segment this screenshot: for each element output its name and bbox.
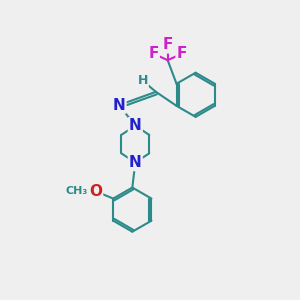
Text: H: H: [137, 74, 148, 87]
Text: N: N: [113, 98, 125, 112]
Text: F: F: [148, 46, 159, 61]
Text: N: N: [129, 155, 142, 170]
Text: F: F: [177, 46, 187, 61]
Text: O: O: [89, 184, 102, 199]
Text: CH₃: CH₃: [65, 186, 88, 196]
Text: N: N: [129, 118, 142, 133]
Text: F: F: [163, 38, 173, 52]
